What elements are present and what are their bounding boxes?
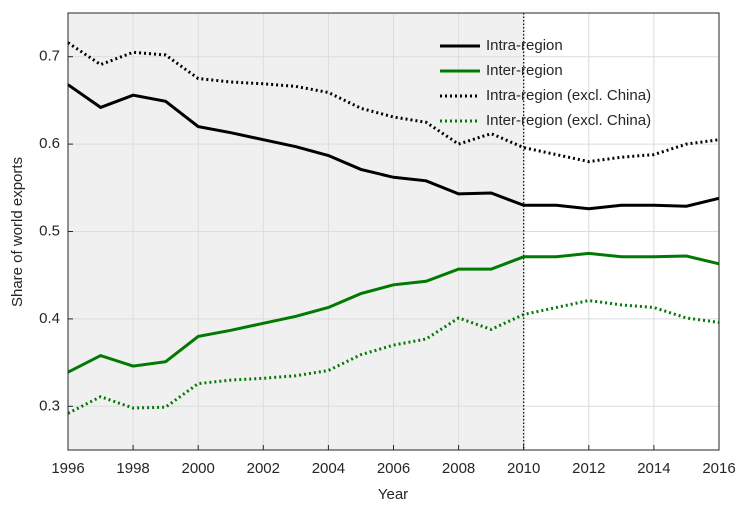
x-tick-label: 1998: [116, 460, 149, 477]
data-line: [67, 41, 720, 164]
legend-label: Inter-region (excl. China): [486, 112, 651, 129]
y-tick-label: 0.6: [39, 135, 60, 152]
x-tick-label: 2008: [442, 460, 475, 477]
x-tick-label: 2010: [507, 460, 540, 477]
data-line: [67, 251, 720, 374]
x-tick-label: 2000: [182, 460, 215, 477]
legend-label: Intra-region: [486, 37, 563, 54]
legend-label: Inter-region: [486, 62, 563, 79]
y-tick-label: 0.4: [39, 310, 60, 327]
plot-frame: [67, 12, 720, 451]
x-tick-label: 2004: [312, 460, 345, 477]
x-tick-label: 2012: [572, 460, 605, 477]
x-tick-label: 2006: [377, 460, 410, 477]
data-line: [67, 83, 720, 211]
data-line: [67, 298, 720, 415]
x-tick-label: 2014: [637, 460, 670, 477]
y-tick-label: 0.3: [39, 397, 60, 414]
y-tick-label: 0.5: [39, 222, 60, 239]
x-tick-label: 2002: [247, 460, 280, 477]
y-tick-label: 0.7: [39, 48, 60, 65]
y-axis-label: Share of world exports: [9, 157, 26, 307]
x-tick-label: 2016: [702, 460, 735, 477]
x-axis-label: Year: [378, 486, 408, 503]
legend-label: Intra-region (excl. China): [486, 87, 651, 104]
x-tick-label: 1996: [51, 460, 84, 477]
